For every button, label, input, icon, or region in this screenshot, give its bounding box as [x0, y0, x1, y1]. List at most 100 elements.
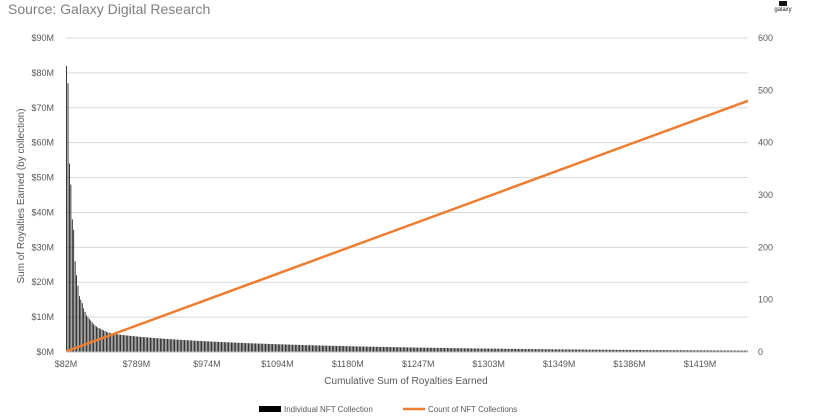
collection-bar: [269, 343, 271, 352]
collection-bar: [513, 348, 515, 352]
collection-bar: [415, 347, 417, 352]
collection-bar: [535, 349, 536, 352]
collection-bar: [691, 350, 693, 352]
collection-bar: [697, 350, 698, 352]
collection-bar: [124, 335, 126, 352]
collection-bar: [668, 350, 670, 352]
collection-bar: [422, 347, 424, 352]
collection-bar: [90, 320, 92, 352]
collection-bar: [428, 347, 430, 352]
collection-bar: [631, 349, 633, 352]
collection-bar: [343, 346, 345, 352]
x-tick-label: $1419M: [684, 359, 717, 369]
collection-bar: [738, 350, 740, 352]
collection-bar: [279, 344, 281, 352]
collection-bar: [617, 349, 619, 352]
collection-bar: [400, 347, 401, 352]
collection-bar: [144, 337, 146, 352]
collection-bar: [366, 346, 367, 352]
collection-bar: [411, 347, 413, 352]
collection-bar: [324, 345, 326, 352]
count-line-layer: [65, 99, 749, 353]
collection-bar: [716, 350, 718, 352]
collection-bar: [725, 350, 727, 352]
collection-bar: [469, 348, 471, 352]
collection-bar: [721, 350, 722, 352]
collection-bar: [123, 335, 124, 352]
legend-swatch-bars: [259, 406, 281, 412]
collection-bar: [158, 338, 160, 352]
collection-bar: [243, 343, 245, 352]
collection-bar: [84, 311, 86, 352]
collection-bar: [529, 349, 531, 352]
collection-bar: [125, 335, 127, 352]
collection-bar: [709, 350, 711, 352]
collection-bar: [174, 339, 175, 352]
x-axis-title: Cumulative Sum of Royalties Earned: [324, 376, 487, 387]
collection-bar: [442, 347, 444, 352]
collection-bar: [708, 350, 710, 352]
collection-bar: [519, 348, 521, 352]
collection-bar: [414, 347, 416, 352]
collection-bar: [714, 350, 715, 352]
collection-bar: [306, 345, 308, 352]
collection-bar: [401, 347, 403, 352]
collection-bar: [481, 348, 482, 352]
collection-bar: [74, 261, 76, 352]
collection-bar: [178, 339, 180, 352]
collection-bar: [351, 346, 353, 352]
collection-bar: [148, 337, 150, 352]
collection-bar: [465, 348, 467, 352]
collection-bar: [667, 350, 669, 352]
collection-bar: [77, 285, 79, 352]
collection-bar: [198, 340, 200, 352]
collection-bar: [120, 334, 121, 352]
collection-bar: [734, 350, 735, 352]
collection-bar: [300, 344, 302, 352]
collection-bar: [701, 350, 703, 352]
collection-bar: [280, 344, 282, 352]
collection-bar: [743, 350, 745, 352]
collection-bar: [240, 342, 242, 352]
collection-bar: [232, 342, 234, 352]
count-line: [65, 99, 749, 353]
collection-bar: [266, 343, 268, 352]
collection-bar: [420, 347, 421, 352]
collection-bar: [429, 347, 431, 352]
collection-bar: [491, 348, 492, 352]
collection-bar: [101, 329, 103, 352]
collection-bar: [164, 338, 166, 352]
collection-bar: [566, 349, 568, 352]
collection-bar: [226, 342, 228, 352]
collection-bar: [113, 333, 114, 352]
galaxy-logo-text: galaxy: [774, 7, 792, 13]
collection-bar: [134, 336, 136, 352]
collection-bar: [368, 346, 370, 352]
collection-bar: [630, 349, 632, 352]
collection-bar: [674, 350, 676, 352]
collection-bar: [159, 338, 161, 352]
collection-bar: [604, 349, 606, 352]
collection-bar: [236, 342, 238, 352]
collection-bar: [495, 348, 497, 352]
collection-bar: [715, 350, 717, 352]
x-tick-label: $1349M: [543, 359, 576, 369]
collection-bar: [705, 350, 707, 352]
collection-bar: [380, 346, 381, 352]
collection-bar: [418, 347, 420, 352]
collection-bar: [252, 343, 254, 352]
collection-bar: [184, 340, 185, 352]
collection-bar: [417, 347, 418, 352]
collection-bar: [684, 350, 686, 352]
collection-bar: [577, 349, 579, 352]
collection-bar: [593, 349, 595, 352]
collection-bar: [347, 346, 349, 352]
collection-bar: [76, 275, 77, 352]
collection-bar: [645, 350, 647, 352]
collection-bar: [526, 349, 528, 352]
collection-bar: [670, 350, 671, 352]
collection-bar: [525, 349, 526, 352]
collection-bar: [390, 347, 391, 352]
collection-bar: [680, 350, 681, 352]
collection-bar: [651, 350, 653, 352]
